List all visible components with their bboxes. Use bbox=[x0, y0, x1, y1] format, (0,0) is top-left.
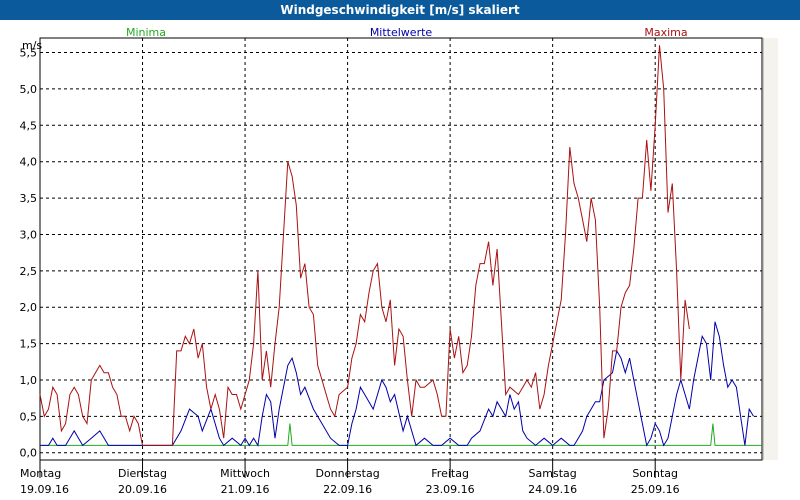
series-line-mittelwerte bbox=[40, 321, 754, 447]
x-tick-date: 24.09.16 bbox=[528, 483, 577, 496]
legend-mittelwerte: Mittelwerte bbox=[370, 26, 433, 39]
y-tick-label: 4,5 bbox=[20, 119, 38, 132]
legend-minima: Minima bbox=[126, 26, 166, 39]
series-line-minima bbox=[40, 423, 762, 446]
x-tick-weekday: Sonntag bbox=[632, 467, 678, 480]
x-tick-date: 20.09.16 bbox=[118, 483, 167, 496]
x-tick-date: 19.09.16 bbox=[20, 483, 69, 496]
series-line-maxima bbox=[39, 45, 690, 446]
window-title: Windgeschwindigkeit [m/s] skaliert bbox=[0, 0, 800, 20]
y-tick-label: 3,5 bbox=[20, 192, 38, 205]
x-tick-weekday: Mittwoch bbox=[220, 467, 270, 480]
grid bbox=[40, 38, 762, 460]
y-tick-label: 1,5 bbox=[20, 338, 38, 351]
plot-frame bbox=[39, 37, 763, 461]
y-axis-ticks: 0,0 0,5 1,0 1,5 2,0 2,5 3,0 3,5 4,0 4,5 5,0 5,5 bbox=[20, 47, 38, 460]
x-tick-weekday: Samstag bbox=[529, 467, 577, 480]
vertical-scrollbar[interactable] bbox=[763, 38, 778, 460]
x-tick-weekday: Freitag bbox=[431, 467, 469, 480]
y-tick-label: 2,5 bbox=[20, 265, 38, 278]
x-tick-weekday: Donnerstag bbox=[315, 467, 379, 480]
y-tick-label: 4,0 bbox=[20, 156, 38, 169]
x-tick-date: 21.09.16 bbox=[221, 483, 270, 496]
x-axis-ticks: Montag 19.09.16 Dienstag 20.09.16 Mittwoch 21… bbox=[20, 460, 680, 496]
legend: Minima Mittelwerte Maxima bbox=[126, 26, 688, 39]
legend-maxima: Maxima bbox=[644, 26, 687, 39]
x-tick-weekday: Montag bbox=[20, 467, 61, 480]
y-axis-unit-label: m/s bbox=[22, 39, 42, 52]
y-tick-label: 2,0 bbox=[20, 301, 38, 314]
x-tick-date: 22.09.16 bbox=[323, 483, 372, 496]
y-tick-label: 5,5 bbox=[20, 47, 38, 60]
y-tick-label: 0,0 bbox=[20, 447, 38, 460]
x-tick-date: 25.09.16 bbox=[631, 483, 680, 496]
series-lines bbox=[39, 45, 762, 447]
y-tick-label: 5,0 bbox=[20, 83, 38, 96]
y-tick-label: 1,0 bbox=[20, 374, 38, 387]
x-tick-date: 23.09.16 bbox=[426, 483, 475, 496]
y-tick-label: 0,5 bbox=[20, 410, 38, 423]
wind-speed-chart: m/s 0,0 0,5 1,0 1,5 2,0 2,5 3,0 3,5 4,0 4,5 5,0 5,5… bbox=[20, 26, 763, 496]
y-tick-label: 3,0 bbox=[20, 228, 38, 241]
x-tick-weekday: Dienstag bbox=[118, 467, 167, 480]
